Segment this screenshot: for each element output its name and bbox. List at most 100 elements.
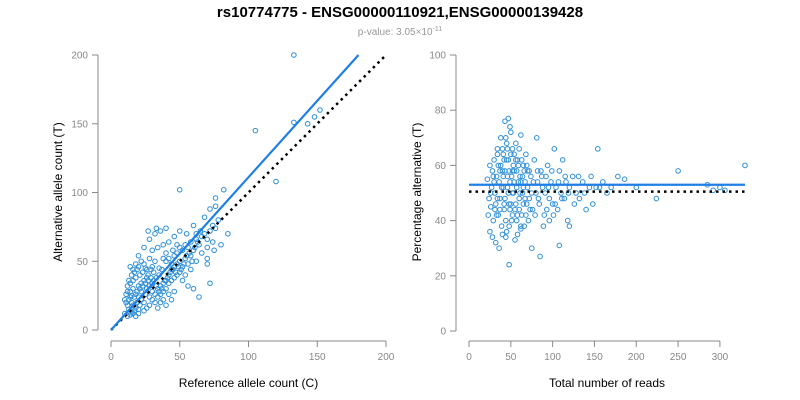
data-point: [152, 258, 158, 265]
data-point: [484, 176, 491, 182]
data-point: [493, 212, 500, 218]
data-point: [513, 184, 520, 191]
x-axis-label: Reference allele count (C): [179, 376, 318, 390]
data-point: [503, 135, 509, 141]
data-point: [490, 173, 497, 180]
data-point: [533, 135, 540, 141]
data-point: [304, 120, 311, 127]
data-point: [154, 305, 161, 311]
data-point: [525, 217, 532, 224]
data-point: [178, 266, 184, 273]
data-point: [497, 162, 504, 169]
data-point: [207, 206, 213, 212]
data-point: [171, 288, 178, 295]
data-point: [189, 258, 195, 265]
x-tick-label: 100: [544, 352, 561, 363]
data-point: [141, 307, 147, 314]
data-point: [552, 201, 558, 207]
data-point: [508, 151, 514, 158]
data-point: [211, 247, 217, 254]
data-point: [528, 190, 535, 196]
data-point: [187, 239, 194, 245]
data-point: [159, 285, 165, 292]
data-point: [502, 195, 508, 202]
data-point: [551, 146, 558, 152]
data-point: [183, 230, 190, 237]
data-point: [489, 234, 496, 240]
data-point: [215, 217, 222, 223]
panel-right: 0 50 100 150 200 250 300 0 20 40 60 80 100 Total numb…: [410, 51, 748, 390]
data-point: [556, 242, 563, 249]
data-point: [171, 274, 178, 281]
data-point: [548, 179, 554, 185]
data-point: [503, 234, 509, 240]
data-point: [198, 250, 205, 256]
data-point: [573, 190, 579, 196]
y-tick-label: 50: [77, 257, 89, 268]
data-point: [190, 285, 197, 292]
y-tick-label: 200: [71, 51, 88, 62]
data-point: [521, 223, 528, 229]
data-point: [538, 168, 544, 174]
data-point: [497, 206, 503, 213]
data-point: [534, 168, 541, 174]
data-point: [207, 228, 213, 234]
data-point: [489, 168, 496, 174]
data-point: [508, 129, 514, 136]
data-point: [563, 179, 569, 185]
data-point: [496, 245, 502, 251]
data-point: [176, 186, 183, 193]
y-tick-label: 80: [435, 106, 447, 117]
data-point: [571, 201, 578, 207]
data-point: [516, 206, 522, 213]
y-tick-label: 60: [435, 161, 447, 172]
data-point: [181, 261, 187, 267]
data-point: [490, 217, 497, 224]
data-point: [537, 253, 543, 260]
data-point: [539, 184, 546, 191]
data-point: [487, 162, 493, 169]
data-point: [500, 151, 507, 158]
data-point: [588, 173, 594, 180]
data-point: [492, 239, 499, 246]
data-point: [157, 228, 164, 234]
data-point: [523, 201, 530, 207]
data-point: [164, 274, 171, 281]
data-point: [559, 157, 566, 163]
data-point: [146, 255, 153, 262]
data-point: [124, 288, 131, 295]
data-point: [496, 179, 502, 185]
p-value-times: ×: [416, 27, 422, 38]
data-point: [509, 146, 516, 152]
data-point: [212, 195, 219, 201]
data-point: [550, 212, 557, 218]
data-point: [163, 258, 169, 265]
y-tick-label: 0: [440, 327, 446, 338]
data-point: [541, 212, 548, 218]
data-point: [509, 190, 516, 196]
data-point: [494, 195, 501, 202]
data-point: [204, 236, 211, 243]
data-point: [493, 173, 500, 180]
data-point: [532, 212, 538, 218]
data-point: [149, 296, 156, 303]
data-point: [515, 162, 522, 169]
data-point: [495, 162, 502, 169]
data-point: [163, 225, 169, 232]
data-point: [518, 226, 524, 232]
data-point: [516, 195, 522, 202]
data-point: [517, 173, 523, 180]
x-tick-label: 150: [309, 352, 326, 363]
data-point: [528, 173, 534, 180]
data-point: [523, 162, 530, 169]
y-tick-label: 40: [435, 216, 447, 227]
data-point: [273, 178, 279, 185]
data-point: [503, 157, 510, 163]
data-point: [317, 107, 323, 113]
data-point: [564, 217, 571, 224]
data-point: [513, 140, 519, 147]
p-value-prefix: p-value: 3.05: [358, 27, 416, 38]
data-point: [497, 168, 503, 174]
data-point: [512, 237, 518, 243]
